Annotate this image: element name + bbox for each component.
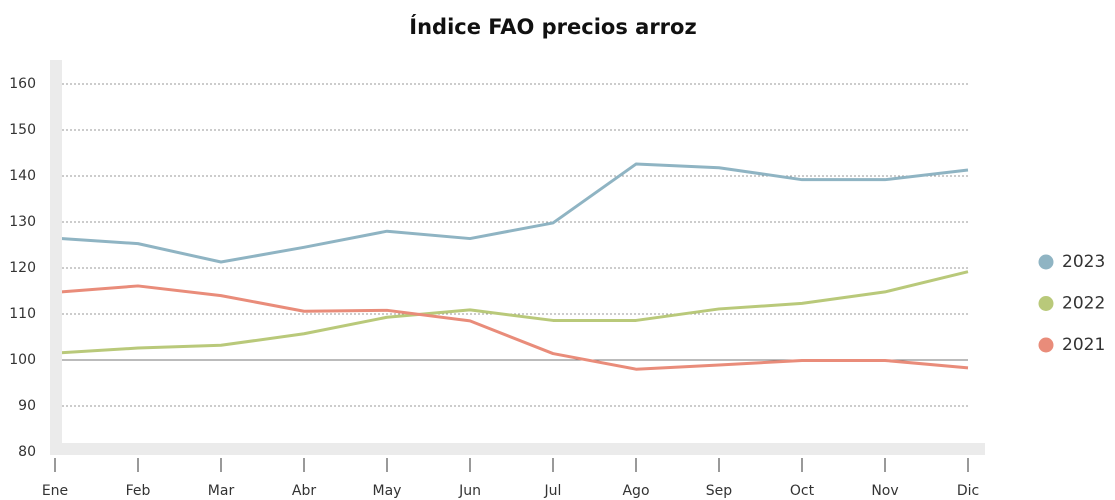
y-axis-band <box>50 60 62 455</box>
x-axis-band <box>50 443 985 455</box>
y-tick-label: 140 <box>9 168 36 184</box>
x-tick-label: Sep <box>706 483 733 499</box>
chart-title: Índice FAO precios arroz <box>409 14 696 39</box>
series-line <box>54 270 969 355</box>
x-tick-label: Abr <box>292 483 316 499</box>
x-tick-label: Oct <box>790 483 815 499</box>
y-tick-label: 100 <box>9 352 36 368</box>
x-tick-label: Ago <box>622 483 649 499</box>
legend-label: 2023 <box>1062 252 1105 272</box>
x-tick-label: Dic <box>957 483 979 499</box>
y-tick-label: 130 <box>9 214 36 230</box>
legend-label: 2021 <box>1062 335 1105 355</box>
y-tick-label: 160 <box>9 76 36 92</box>
legend-marker <box>1038 296 1054 311</box>
x-tick-label: Feb <box>126 483 151 499</box>
legend-marker <box>1038 254 1054 270</box>
x-tick-label: May <box>373 483 402 499</box>
series-line <box>54 284 969 371</box>
series-line <box>54 162 969 264</box>
y-tick-label: 80 <box>18 444 36 460</box>
x-tick-label: Jul <box>544 483 562 499</box>
y-tick-label: 150 <box>9 122 36 138</box>
legend-label: 2022 <box>1062 294 1105 314</box>
y-tick-label: 90 <box>18 398 36 414</box>
x-tick-label: Nov <box>871 483 898 499</box>
y-tick-label: 110 <box>9 306 36 322</box>
x-tick-label: Mar <box>208 483 235 499</box>
y-tick-label: 120 <box>9 260 36 276</box>
legend-marker <box>1038 337 1054 353</box>
x-tick-label: Ene <box>42 483 68 499</box>
x-tick-label: Jun <box>458 483 481 499</box>
